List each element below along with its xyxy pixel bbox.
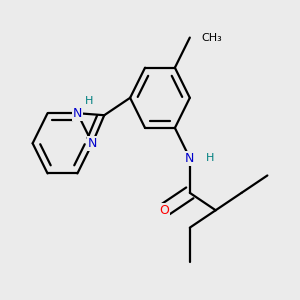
Text: O: O [159,204,169,217]
Text: H: H [206,153,214,163]
Text: N: N [73,107,82,120]
Text: N: N [88,137,97,150]
Text: CH₃: CH₃ [202,33,222,43]
Text: H: H [85,96,93,106]
Text: N: N [185,152,194,165]
